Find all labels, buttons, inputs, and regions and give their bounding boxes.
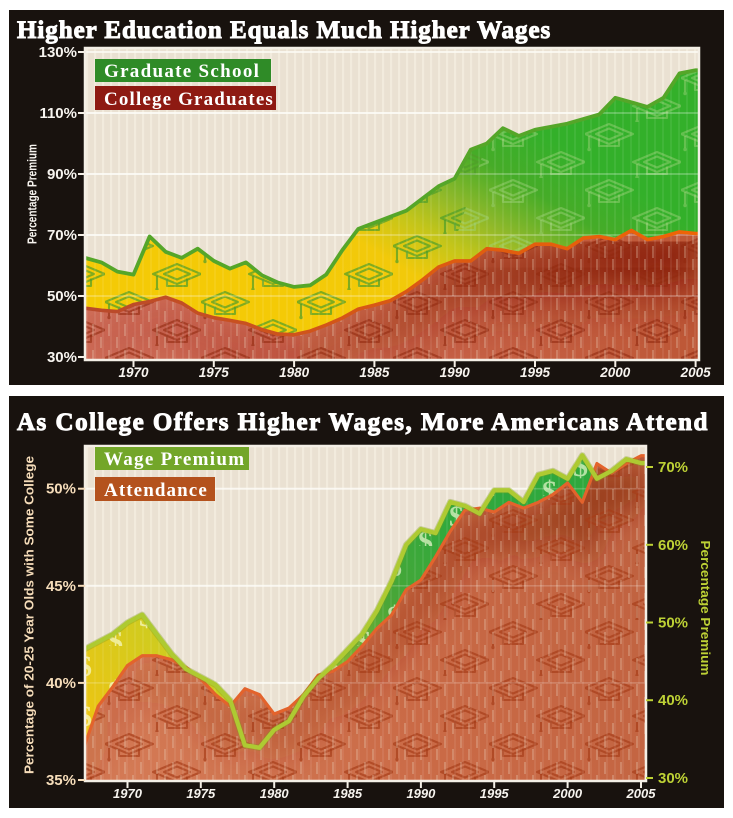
svg-text:1980: 1980: [260, 786, 290, 801]
svg-text:As College Offers Higher Wages: As College Offers Higher Wages, More Ame…: [17, 409, 709, 436]
svg-text:30%: 30%: [47, 349, 77, 366]
svg-text:1995: 1995: [480, 786, 510, 801]
svg-text:1970: 1970: [118, 365, 149, 380]
svg-text:1985: 1985: [333, 786, 363, 801]
svg-text:2005: 2005: [680, 365, 712, 380]
svg-text:45%: 45%: [46, 578, 76, 595]
svg-text:90%: 90%: [47, 166, 77, 183]
svg-text:1980: 1980: [279, 365, 310, 380]
svg-text:1970: 1970: [113, 786, 143, 801]
svg-text:Wage Premium: Wage Premium: [104, 449, 245, 470]
svg-text:50%: 50%: [47, 288, 77, 305]
svg-text:1995: 1995: [520, 365, 551, 380]
svg-text:Higher Education Equals Much H: Higher Education Equals Much Higher Wage…: [17, 17, 551, 44]
svg-text:110%: 110%: [39, 105, 77, 122]
svg-text:Percentage Premium: Percentage Premium: [26, 144, 40, 244]
svg-text:40%: 40%: [658, 692, 688, 709]
svg-text:1985: 1985: [359, 365, 390, 380]
svg-text:50%: 50%: [46, 481, 76, 498]
svg-text:2000: 2000: [552, 786, 583, 801]
svg-text:1990: 1990: [406, 786, 436, 801]
svg-text:Percentage Premium: Percentage Premium: [698, 541, 713, 676]
svg-text:1990: 1990: [440, 365, 471, 380]
svg-text:1975: 1975: [186, 786, 216, 801]
svg-text:College Graduates: College Graduates: [104, 89, 274, 110]
svg-text:40%: 40%: [46, 675, 76, 692]
svg-text:60%: 60%: [658, 537, 688, 554]
svg-text:Percentage of 20-25 Year Olds: Percentage of 20-25 Year Olds with Some …: [22, 456, 37, 774]
svg-text:70%: 70%: [47, 227, 77, 244]
svg-text:70%: 70%: [658, 459, 688, 476]
svg-text:30%: 30%: [658, 770, 688, 787]
svg-text:35%: 35%: [46, 772, 76, 789]
svg-text:50%: 50%: [658, 615, 688, 632]
svg-text:Graduate School: Graduate School: [104, 61, 260, 82]
svg-text:2000: 2000: [599, 365, 631, 380]
svg-text:2005: 2005: [626, 786, 657, 801]
svg-text:130%: 130%: [39, 44, 77, 61]
svg-text:1975: 1975: [199, 365, 230, 380]
svg-text:Attendance: Attendance: [104, 480, 208, 501]
